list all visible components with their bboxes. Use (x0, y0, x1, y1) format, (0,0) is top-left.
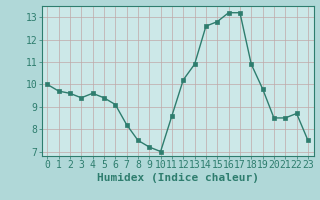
X-axis label: Humidex (Indice chaleur): Humidex (Indice chaleur) (97, 173, 259, 183)
